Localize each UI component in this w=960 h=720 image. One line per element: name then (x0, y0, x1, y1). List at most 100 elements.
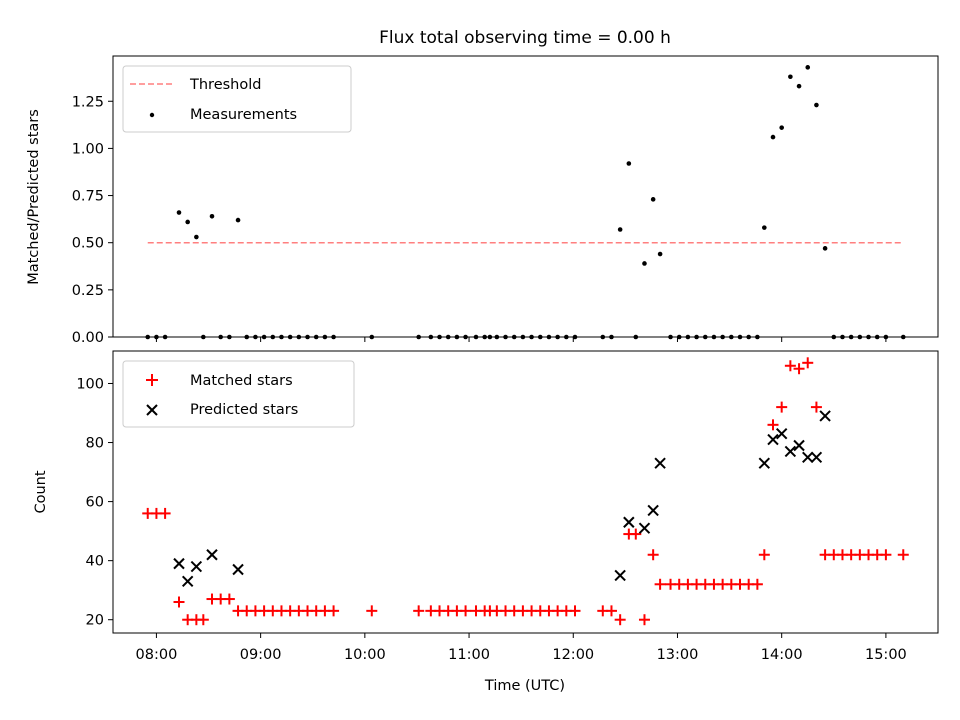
matched-star-point (569, 605, 581, 617)
top-legend-label-measurements: Measurements (190, 107, 297, 123)
measurement-point (779, 125, 784, 130)
matched-star-point (630, 528, 642, 540)
measurement-point (650, 197, 656, 202)
bottom-y-tick-label: 60 (86, 495, 104, 511)
predicted-star-point (190, 560, 203, 573)
predicted-star-point (647, 504, 659, 517)
x-tick-label: 11:00 (448, 647, 490, 663)
predicted-star-point (775, 427, 788, 440)
matched-star-point (784, 360, 796, 372)
matched-stars-legend-icon (146, 374, 158, 386)
top-axes-frame (112, 55, 939, 338)
matched-star-point (223, 593, 235, 605)
predicted-stars-legend-icon (146, 404, 158, 416)
matched-star-point (328, 605, 340, 617)
top-legend: Threshold Measurements (122, 65, 352, 133)
top-y-tick-label: 0.25 (72, 283, 104, 299)
predicted-star-point (614, 569, 626, 582)
measurement-point (617, 227, 623, 232)
x-axis-label: Time (UTC) (484, 678, 565, 694)
bottom-x-ticks: 08:00 09:00 10:00 11:00 12:00 13:00 14:00 15:00 (136, 633, 907, 663)
matched-star-point (605, 605, 617, 617)
chart-title: Flux total observing time = 0.00 h (379, 28, 671, 48)
predicted-star-point (767, 433, 779, 446)
predicted-star-point (802, 451, 814, 464)
predicted-star-point (232, 563, 244, 576)
x-tick-label: 12:00 (552, 647, 594, 663)
top-legend-box (122, 65, 352, 133)
matched-star-point (810, 401, 822, 413)
matched-star-point (793, 363, 805, 375)
matched-star-point (197, 614, 209, 626)
bottom-panel: 20 40 60 80 100 08:00 09:00 10:00 11:00 12:00 13:… (33, 350, 939, 694)
matched-star-point (647, 549, 659, 561)
top-y-tick-label: 0.75 (72, 189, 104, 205)
x-tick-label: 15:00 (865, 647, 907, 663)
bottom-legend: Matched stars Predicted stars (122, 360, 355, 428)
bottom-y-tick-label: 80 (86, 436, 104, 452)
top-y-tick-label: 0.00 (72, 330, 104, 346)
predicted-star-point (623, 516, 635, 528)
measurements-legend-icon (149, 112, 155, 118)
measurement-point (788, 74, 793, 80)
x-tick-label: 13:00 (657, 647, 699, 663)
predicted-star-point (784, 445, 797, 458)
matched-star-point (802, 357, 814, 369)
measurement-point (176, 210, 182, 215)
top-y-tick-label: 0.50 (72, 236, 104, 252)
measurement-point (805, 65, 811, 70)
predicted-star-point (819, 410, 831, 422)
matched-star-point (638, 614, 650, 626)
matched-star-point (767, 419, 779, 431)
predicted-star-point (181, 575, 194, 588)
top-panel: 0.00 0.25 0.50 0.75 1.00 1.25 Matched/Predict… (26, 55, 939, 346)
top-legend-label-threshold: Threshold (189, 77, 261, 93)
measurement-point (194, 234, 199, 240)
measurement-point (657, 251, 663, 257)
bottom-y-axis-label: Count (33, 470, 49, 513)
measurement-point (762, 225, 767, 230)
matched-star-point (366, 605, 378, 617)
bottom-legend-label-matched: Matched stars (190, 373, 293, 389)
top-x-ticks (155, 337, 887, 342)
x-tick-label: 14:00 (761, 647, 803, 663)
predicted-star-point (810, 451, 823, 464)
predicted-star-point (758, 457, 771, 469)
matched-star-point (880, 549, 892, 561)
bottom-y-tick-label: 100 (76, 376, 104, 392)
matched-star-point (654, 578, 666, 590)
measurement-point (822, 246, 828, 251)
top-y-tick-label: 1.25 (72, 94, 104, 110)
matched-star-point (413, 605, 425, 617)
matched-star-point (751, 578, 763, 590)
bottom-legend-label-predicted: Predicted stars (190, 402, 298, 418)
x-tick-label: 10:00 (344, 647, 386, 663)
bottom-marks (142, 357, 909, 626)
x-tick-label: 09:00 (240, 647, 282, 663)
predicted-star-point (793, 439, 805, 452)
x-tick-label: 08:00 (136, 647, 178, 663)
predicted-star-point (173, 557, 185, 570)
measurement-point (642, 261, 647, 266)
top-y-ticks: 0.00 0.25 0.50 0.75 1.00 1.25 (72, 94, 113, 346)
predicted-star-point (638, 522, 651, 534)
matched-star-point (460, 605, 472, 617)
measurement-point (770, 134, 776, 140)
bottom-legend-box (122, 360, 355, 428)
measurement-point (626, 161, 632, 166)
bottom-y-tick-label: 20 (86, 613, 104, 629)
measurement-point (235, 217, 241, 223)
bottom-y-ticks: 20 40 60 80 100 (76, 376, 113, 629)
bottom-y-tick-label: 40 (86, 554, 104, 570)
predicted-star-point (206, 549, 218, 561)
matched-star-point (758, 549, 770, 561)
measurement-point (209, 214, 215, 219)
measurement-point (814, 102, 819, 108)
measurement-point (185, 219, 190, 225)
measurement-point (796, 83, 802, 89)
predicted-star-point (654, 457, 666, 469)
top-y-tick-label: 1.00 (72, 141, 104, 157)
matched-star-point (159, 507, 171, 519)
matched-star-point (614, 614, 626, 626)
